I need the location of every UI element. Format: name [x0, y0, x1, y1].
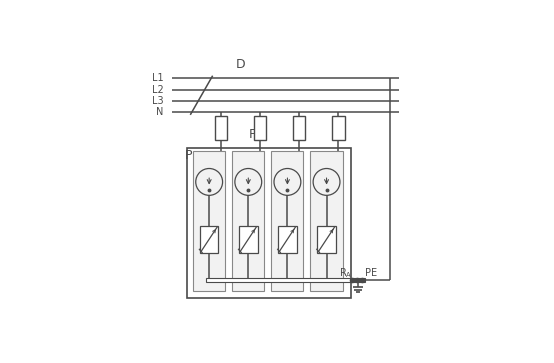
Bar [239, 226, 258, 253]
Bar [317, 226, 336, 253]
Text: L3: L3 [152, 96, 164, 106]
Bar [193, 151, 225, 291]
Bar [215, 116, 227, 140]
Bar [332, 116, 345, 140]
Bar [293, 116, 305, 140]
Bar [254, 116, 266, 140]
Bar [271, 151, 304, 291]
Text: N: N [156, 107, 164, 117]
Text: L1: L1 [152, 73, 164, 83]
Text: L2: L2 [152, 85, 164, 95]
Text: R$_\mathsf{A}$: R$_\mathsf{A}$ [339, 266, 352, 280]
Bar [206, 278, 365, 282]
Bar [187, 148, 351, 298]
Text: D: D [236, 58, 245, 71]
Bar [200, 226, 218, 253]
Bar [310, 151, 342, 291]
Text: PE: PE [365, 268, 377, 278]
Bar [232, 151, 264, 291]
Text: F: F [249, 128, 256, 141]
Bar [278, 226, 296, 253]
Text: P: P [184, 149, 192, 162]
